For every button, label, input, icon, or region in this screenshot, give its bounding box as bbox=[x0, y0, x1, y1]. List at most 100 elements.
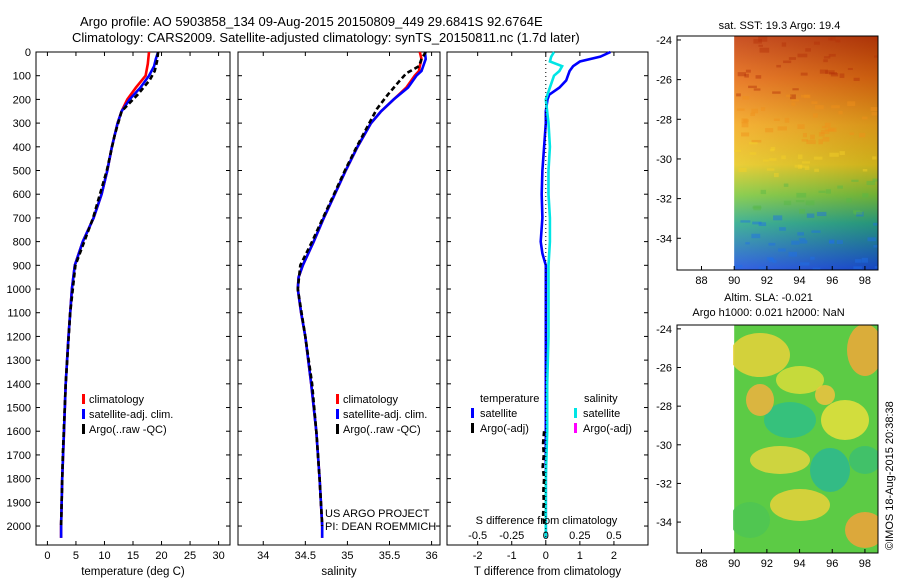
x-tick-label: 10 bbox=[98, 550, 110, 562]
sla-blob-5 bbox=[821, 400, 869, 440]
texture-cell bbox=[829, 239, 835, 244]
texture-cell bbox=[871, 112, 878, 116]
texture-cell bbox=[818, 190, 826, 193]
texture-cell bbox=[796, 192, 807, 198]
legend-swatch-2 bbox=[574, 408, 577, 418]
x-tick-label: 35 bbox=[341, 550, 353, 562]
texture-cell bbox=[828, 240, 835, 243]
texture-cell bbox=[829, 152, 839, 157]
texture-cell bbox=[828, 37, 833, 41]
texture-cell bbox=[748, 85, 757, 89]
texture-cell bbox=[862, 193, 869, 198]
texture-cell bbox=[790, 94, 796, 100]
x-tick-label: 2 bbox=[611, 550, 617, 562]
texture-cell bbox=[745, 69, 751, 73]
texture-cell bbox=[861, 257, 869, 263]
s-tick-label: -0.5 bbox=[468, 530, 487, 542]
series-line-0 bbox=[59, 51, 151, 538]
texture-cell bbox=[760, 189, 767, 195]
texture-cell bbox=[811, 101, 818, 104]
texture-cell bbox=[847, 101, 856, 107]
sst-map-panel: sat. SST: 19.3 Argo: 19.4 88 90 92 94 96 98 -24… bbox=[656, 20, 879, 287]
texture-cell bbox=[872, 178, 878, 182]
sla-blob-12 bbox=[849, 446, 878, 474]
texture-cell bbox=[862, 169, 868, 172]
plot-frame bbox=[446, 51, 649, 546]
map-x-tick-label: 90 bbox=[728, 558, 740, 570]
texture-cell bbox=[824, 122, 831, 128]
texture-cell bbox=[819, 69, 828, 74]
s-tick-label: 0.25 bbox=[569, 530, 590, 542]
texture-cell bbox=[836, 240, 843, 245]
texture-cell bbox=[812, 113, 818, 118]
texture-cell bbox=[872, 156, 877, 160]
texture-cell bbox=[818, 132, 825, 137]
texture-cell bbox=[786, 94, 792, 98]
map-y-tick-label: -24 bbox=[656, 324, 672, 336]
texture-cell bbox=[736, 108, 745, 111]
y-tick-label: 1400 bbox=[7, 379, 31, 391]
map-x-tick-label: 94 bbox=[793, 558, 805, 570]
series-line-0 bbox=[539, 50, 612, 538]
texture-cell bbox=[758, 222, 767, 227]
texture-cell bbox=[825, 70, 835, 74]
map-y-tick-label: -30 bbox=[656, 154, 672, 166]
sla-blob-7 bbox=[750, 446, 810, 474]
plot-frame bbox=[237, 51, 441, 546]
map-x-tick-label: 88 bbox=[695, 558, 707, 570]
series-line-2 bbox=[59, 51, 160, 527]
legend-label-2: satellite bbox=[583, 408, 620, 420]
pi-text: PI: DEAN ROEMMICH bbox=[325, 521, 436, 533]
sla-blob-0 bbox=[733, 333, 790, 377]
sla-blob-10 bbox=[733, 502, 770, 538]
texture-cell bbox=[828, 53, 836, 57]
texture-cell bbox=[870, 107, 878, 112]
texture-cell bbox=[751, 108, 759, 114]
legend-label-1: Argo(-adj) bbox=[480, 423, 529, 435]
texture-cell bbox=[744, 73, 749, 78]
texture-cell bbox=[737, 72, 746, 77]
map-y-tick-label: -30 bbox=[656, 440, 672, 452]
texture-cell bbox=[830, 36, 836, 41]
texture-cell bbox=[758, 44, 763, 47]
x-tick-label: 5 bbox=[73, 550, 79, 562]
difference-panel: -2 -1 0 1 2 T difference from climatology S di… bbox=[446, 50, 649, 578]
texture-cell bbox=[758, 266, 766, 270]
x-axis-label: temperature (deg C) bbox=[81, 566, 185, 578]
texture-cell bbox=[797, 124, 805, 129]
series-line-0 bbox=[296, 51, 423, 538]
texture-cell bbox=[810, 256, 815, 260]
texture-cell bbox=[814, 168, 819, 172]
texture-cell bbox=[852, 209, 861, 214]
map-title: sat. SST: 19.3 Argo: 19.4 bbox=[719, 20, 841, 32]
salinity-panel: 34 34.5 35 35.5 36 salinity climatology satelli… bbox=[237, 51, 441, 578]
y-tick-label: 200 bbox=[13, 94, 31, 106]
texture-cell bbox=[804, 167, 810, 170]
sla-blob-4 bbox=[746, 384, 774, 416]
texture-cell bbox=[825, 189, 831, 194]
texture-cell bbox=[811, 230, 821, 233]
texture-cell bbox=[821, 125, 827, 129]
legend-label-2: Argo(..raw -QC) bbox=[343, 424, 421, 436]
texture-cell bbox=[849, 132, 855, 136]
s-tick-label: 0.5 bbox=[606, 530, 621, 542]
y-tick-label: 400 bbox=[13, 142, 31, 154]
series-line-2 bbox=[541, 431, 546, 527]
texture-cell bbox=[768, 242, 776, 246]
x-tick-label: 0 bbox=[44, 550, 50, 562]
map-frame bbox=[676, 324, 879, 554]
texture-cell bbox=[742, 96, 750, 100]
texture-cell bbox=[788, 251, 798, 257]
y-tick-label: 1500 bbox=[7, 403, 31, 415]
texture-cell bbox=[791, 99, 799, 102]
texture-cell bbox=[792, 88, 799, 91]
texture-cell bbox=[856, 211, 864, 217]
y-tick-label: 1000 bbox=[7, 284, 31, 296]
texture-cell bbox=[770, 146, 776, 151]
x-tick-label: -1 bbox=[507, 550, 517, 562]
sla-blob-9 bbox=[770, 489, 830, 521]
texture-cell bbox=[873, 222, 878, 226]
texture-cell bbox=[765, 128, 774, 133]
x-tick-label: 36 bbox=[425, 550, 437, 562]
